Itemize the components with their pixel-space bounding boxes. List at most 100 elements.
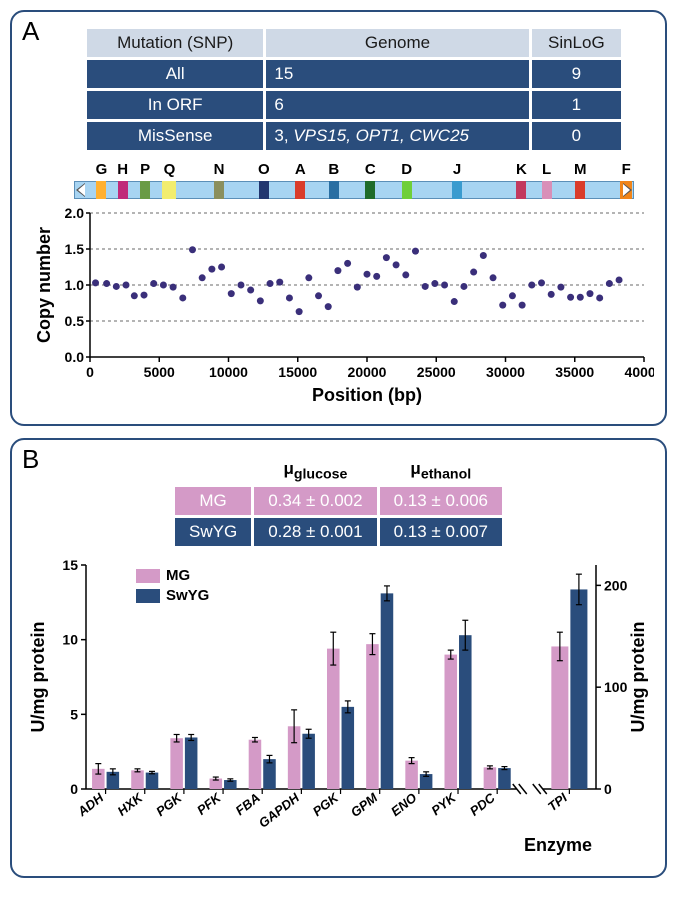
chrom-label: N xyxy=(214,161,225,178)
chrom-label: P xyxy=(140,161,150,178)
chrom-label: B xyxy=(328,161,339,178)
svg-text:PFK: PFK xyxy=(194,789,225,818)
legend-mg-box xyxy=(136,569,160,583)
svg-text:HXK: HXK xyxy=(114,789,146,819)
svg-text:U/mg protein: U/mg protein xyxy=(628,622,648,733)
snp-table: Mutation (SNP) Genome SinLoG All 15 9 In… xyxy=(84,26,624,153)
growth-cell: SwYG xyxy=(175,518,251,546)
svg-text:40000: 40000 xyxy=(625,364,654,380)
svg-text:ADH: ADH xyxy=(74,790,107,820)
growth-th-empty xyxy=(175,457,251,484)
svg-text:0: 0 xyxy=(604,781,612,797)
svg-text:35000: 35000 xyxy=(555,364,594,380)
panel-a: A Mutation (SNP) Genome SinLoG All 15 9 … xyxy=(10,10,667,426)
legend-swyg: SwYG xyxy=(136,587,209,604)
svg-text:5000: 5000 xyxy=(144,364,175,380)
growth-cell: 0.13 ± 0.007 xyxy=(380,518,502,546)
growth-row-mg: MG 0.34 ± 0.002 0.13 ± 0.006 xyxy=(175,487,502,515)
growth-cell: 0.28 ± 0.001 xyxy=(254,518,376,546)
growth-cell: 0.34 ± 0.002 xyxy=(254,487,376,515)
growth-rate-table: μglucose μethanol MG 0.34 ± 0.002 0.13 ±… xyxy=(172,454,505,549)
chrom-band xyxy=(295,181,305,199)
svg-text:1.5: 1.5 xyxy=(65,241,85,257)
svg-text:Enzyme: Enzyme xyxy=(524,835,592,855)
panel-b-label: B xyxy=(22,444,39,475)
legend-sw-label: SwYG xyxy=(166,587,209,604)
svg-text:10000: 10000 xyxy=(209,364,248,380)
chrom-label: A xyxy=(295,161,306,178)
svg-text:30000: 30000 xyxy=(486,364,525,380)
svg-text:ENO: ENO xyxy=(388,790,419,819)
snp-row-all: All 15 9 xyxy=(87,60,621,88)
panel-a-label: A xyxy=(22,16,39,47)
chrom-label: K xyxy=(516,161,527,178)
svg-text:Copy number: Copy number xyxy=(34,227,54,343)
snp-cell: 1 xyxy=(532,91,621,119)
chrom-label: L xyxy=(542,161,551,178)
chrom-band xyxy=(259,181,269,199)
chrom-band xyxy=(140,181,150,199)
svg-text:15000: 15000 xyxy=(278,364,317,380)
chrom-label: D xyxy=(401,161,412,178)
copy-number-scatter: 0.00.51.01.52.00500010000150002000025000… xyxy=(34,207,651,412)
growth-row-swyg: SwYG 0.28 ± 0.001 0.13 ± 0.007 xyxy=(175,518,502,546)
svg-text:5: 5 xyxy=(70,707,78,723)
snp-row-missense: MisSense 3, VPS15, OPT1, CWC25 0 xyxy=(87,122,621,150)
snp-th-genome: Genome xyxy=(266,29,528,57)
chrom-band xyxy=(96,181,106,199)
chrom-band xyxy=(542,181,552,199)
chrom-label: O xyxy=(258,161,270,178)
snp-th-sinlog: SinLoG xyxy=(532,29,621,57)
chrom-band xyxy=(162,181,176,199)
chrom-band xyxy=(516,181,526,199)
chrom-band xyxy=(402,181,412,199)
chrom-label: H xyxy=(117,161,128,178)
panel-b: B μglucose μethanol MG 0.34 ± 0.002 0.13… xyxy=(10,438,667,878)
snp-cell-missense-genes: 3, VPS15, OPT1, CWC25 xyxy=(266,122,528,150)
svg-text:1.0: 1.0 xyxy=(65,277,85,293)
svg-text:0: 0 xyxy=(70,781,78,797)
growth-header: μglucose μethanol xyxy=(175,457,502,484)
svg-text:GPM: GPM xyxy=(348,790,381,821)
snp-th-mutation: Mutation (SNP) xyxy=(87,29,263,57)
svg-text:GAPDH: GAPDH xyxy=(256,790,303,831)
snp-cell: 6 xyxy=(266,91,528,119)
svg-text:2.0: 2.0 xyxy=(65,207,85,221)
svg-text:PGK: PGK xyxy=(153,789,186,819)
enzyme-bar-chart: MG SwYG 0510150100200U/mg proteinU/mg pr… xyxy=(26,559,651,864)
legend-mg-label: MG xyxy=(166,567,190,584)
chrom-label: F xyxy=(622,161,631,178)
snp-cell: 0 xyxy=(532,122,621,150)
growth-th-eth: μethanol xyxy=(380,457,502,484)
svg-text:PGK: PGK xyxy=(310,789,343,819)
svg-text:TPI: TPI xyxy=(545,790,570,815)
svg-text:PDC: PDC xyxy=(467,790,498,819)
snp-cell: All xyxy=(87,60,263,88)
chrom-label: J xyxy=(453,161,461,178)
chrom-label: Q xyxy=(164,161,176,178)
legend-mg: MG xyxy=(136,567,190,584)
svg-text:100: 100 xyxy=(604,680,628,696)
snp-row-orf: In ORF 6 1 xyxy=(87,91,621,119)
svg-text:PYK: PYK xyxy=(428,789,460,818)
bars-svg: 0510150100200U/mg proteinU/mg proteinEnz… xyxy=(26,559,656,859)
chrom-band xyxy=(214,181,224,199)
snp-cell: In ORF xyxy=(87,91,263,119)
growth-cell: 0.13 ± 0.006 xyxy=(380,487,502,515)
chrom-band xyxy=(329,181,339,199)
svg-text:Position (bp): Position (bp) xyxy=(312,385,422,405)
snp-table-header-row: Mutation (SNP) Genome SinLoG xyxy=(87,29,621,57)
legend-sw-box xyxy=(136,589,160,603)
growth-cell: MG xyxy=(175,487,251,515)
svg-text:U/mg protein: U/mg protein xyxy=(28,622,48,733)
svg-text:0.0: 0.0 xyxy=(65,349,85,365)
growth-th-glu: μglucose xyxy=(254,457,376,484)
chrom-band xyxy=(365,181,375,199)
svg-text:20000: 20000 xyxy=(348,364,387,380)
svg-text:0.5: 0.5 xyxy=(65,313,85,329)
chrom-label: G xyxy=(96,161,108,178)
svg-text:15: 15 xyxy=(62,559,78,573)
scatter-svg: 0.00.51.01.52.00500010000150002000025000… xyxy=(34,207,654,407)
svg-text:200: 200 xyxy=(604,578,628,594)
snp-cell: 9 xyxy=(532,60,621,88)
